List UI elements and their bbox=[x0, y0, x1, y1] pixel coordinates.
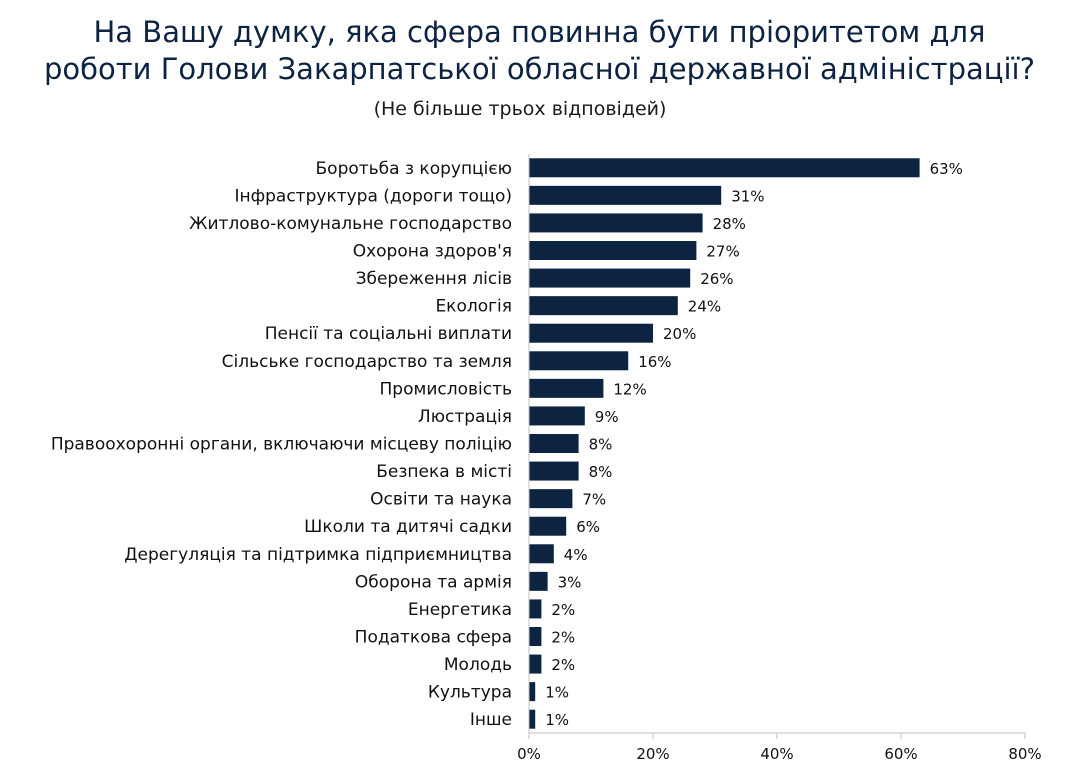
bar bbox=[529, 158, 920, 178]
x-tick-label: 80% bbox=[1008, 745, 1041, 763]
bar bbox=[529, 571, 548, 591]
chart-title-line-2: роботи Голови Закарпатської обласної дер… bbox=[43, 52, 1035, 86]
bar bbox=[529, 185, 722, 205]
category-label: Школи та дитячі садки bbox=[304, 517, 512, 537]
category-label: Молодь bbox=[444, 655, 512, 675]
category-label: Сільське господарство та земля bbox=[222, 352, 512, 372]
data-label: 24% bbox=[688, 298, 721, 316]
bar bbox=[529, 378, 604, 398]
bar bbox=[529, 544, 554, 564]
data-label: 3% bbox=[558, 573, 582, 591]
category-label: Податкова сфера bbox=[355, 628, 512, 648]
category-label: Культура bbox=[428, 683, 512, 703]
chart-title: На Вашу думку, яка сфера повинна бути пр… bbox=[0, 14, 1079, 88]
data-label: 2% bbox=[551, 601, 575, 619]
x-tick-label: 40% bbox=[760, 745, 793, 763]
data-label: 1% bbox=[545, 711, 569, 729]
data-label: 4% bbox=[564, 546, 588, 564]
bar bbox=[529, 213, 703, 233]
category-label: Боротьба з корупцією bbox=[316, 159, 513, 179]
data-label: 6% bbox=[576, 518, 600, 536]
category-label: Освіти та наука bbox=[370, 490, 512, 510]
x-tick-label: 0% bbox=[517, 745, 541, 763]
data-label: 1% bbox=[545, 684, 569, 702]
bar bbox=[529, 323, 653, 343]
bar bbox=[529, 296, 678, 316]
bar bbox=[529, 406, 585, 426]
category-label: Правоохоронні органи, включаючи місцеву … bbox=[51, 435, 512, 455]
category-label: Охорона здоров'я bbox=[353, 242, 512, 262]
bar bbox=[529, 489, 573, 509]
bar bbox=[529, 599, 542, 619]
category-label: Екологія bbox=[435, 297, 512, 317]
chart-subtitle: (Не більше трьох відповідей) bbox=[373, 98, 667, 120]
data-label: 12% bbox=[613, 380, 646, 398]
bar bbox=[529, 654, 542, 674]
data-label: 2% bbox=[551, 629, 575, 647]
data-label: 9% bbox=[595, 408, 619, 426]
data-label: 31% bbox=[731, 187, 764, 205]
x-tick-label: 20% bbox=[636, 745, 669, 763]
category-label: Промисловість bbox=[380, 379, 512, 399]
bar bbox=[529, 682, 536, 702]
chart-title-line-1: На Вашу думку, яка сфера повинна бути пр… bbox=[93, 15, 986, 49]
data-label: 27% bbox=[706, 243, 739, 261]
bar bbox=[529, 434, 579, 453]
category-label: Житлово-комунальне господарство bbox=[189, 214, 512, 234]
data-label: 28% bbox=[713, 215, 746, 233]
category-label: Безпека в місті bbox=[376, 462, 512, 482]
data-label: 16% bbox=[638, 353, 671, 371]
bar bbox=[529, 516, 567, 536]
data-label: 8% bbox=[589, 463, 613, 481]
category-label: Дерегуляція та підтримка підприємництва bbox=[124, 545, 512, 565]
x-tick-label: 60% bbox=[884, 745, 917, 763]
bar bbox=[529, 241, 697, 260]
data-label: 2% bbox=[551, 656, 575, 674]
data-label: 8% bbox=[589, 436, 613, 454]
bar bbox=[529, 709, 536, 729]
category-label: Люстрація bbox=[418, 407, 512, 427]
category-label: Збереження лісів bbox=[356, 269, 512, 289]
bar bbox=[529, 461, 579, 481]
bar bbox=[529, 268, 691, 288]
bar bbox=[529, 351, 629, 371]
category-label: Оборона та армія bbox=[355, 572, 512, 592]
data-label: 63% bbox=[930, 160, 963, 178]
category-label: Пенсії та соціальні виплати bbox=[265, 324, 512, 344]
data-label: 20% bbox=[663, 325, 696, 343]
category-label: Енергетика bbox=[408, 600, 512, 620]
bar bbox=[529, 627, 542, 646]
data-label: 26% bbox=[700, 270, 733, 288]
category-label: Інше bbox=[470, 710, 512, 730]
category-label: Інфраструктура (дороги тощо) bbox=[234, 186, 512, 206]
data-label: 7% bbox=[582, 491, 606, 509]
